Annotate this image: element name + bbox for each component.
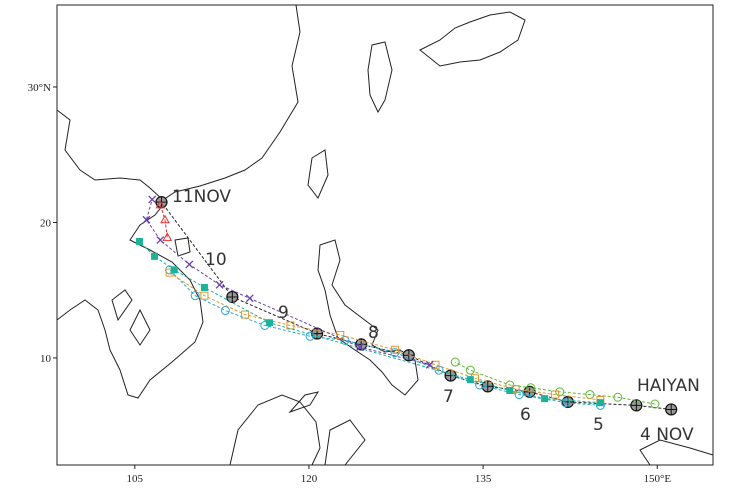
date-label: 10 — [205, 250, 227, 270]
island — [307, 149, 329, 199]
track-point — [241, 310, 250, 319]
y-tick-label: 30°N — [28, 82, 51, 94]
track-point — [215, 280, 224, 289]
track-line — [159, 204, 168, 238]
storm-name: HAIYAN — [637, 376, 700, 396]
track-point — [148, 195, 157, 204]
date-label: 6 — [520, 405, 531, 425]
marker-cross — [445, 370, 457, 382]
island — [367, 41, 393, 114]
island — [174, 237, 191, 257]
track-point — [190, 291, 200, 301]
track-point — [630, 399, 643, 412]
track — [155, 199, 173, 241]
track-point — [466, 376, 474, 384]
track-line — [145, 199, 430, 366]
marker-cross — [482, 380, 494, 392]
track-point — [245, 294, 254, 303]
track-point — [390, 345, 399, 354]
track-point — [650, 399, 660, 409]
island — [324, 419, 366, 466]
track-point — [200, 284, 208, 292]
island — [229, 394, 321, 466]
track — [142, 195, 434, 369]
date-label: 11NOV — [172, 187, 231, 207]
island — [419, 11, 526, 67]
track-point — [665, 403, 678, 416]
y-tick-label: 20 — [40, 217, 52, 229]
track-point — [160, 214, 170, 224]
track-point — [561, 398, 571, 408]
track-line — [455, 361, 656, 405]
track-line — [161, 201, 672, 410]
x-tick-label: 150°E — [643, 473, 671, 485]
labels: HAIYAN 4 NOV 5 6 7 8 9 10 11NOV — [172, 187, 700, 445]
date-label: 7 — [443, 387, 454, 407]
track-point — [444, 369, 457, 382]
track-point — [613, 392, 623, 402]
x-tick-label: 105 — [127, 473, 144, 485]
tracks — [135, 195, 678, 416]
track-point — [151, 252, 159, 260]
track-point — [541, 395, 549, 403]
island — [639, 439, 714, 466]
track-point — [555, 387, 565, 397]
track-point — [431, 360, 440, 369]
date-label: 8 — [368, 323, 379, 343]
track-point — [526, 383, 536, 393]
date-label: 9 — [278, 303, 289, 323]
marker-cross — [630, 399, 642, 411]
track-point — [356, 343, 364, 352]
coastline — [56, 4, 301, 201]
track-point — [170, 266, 178, 274]
track-point — [135, 237, 143, 245]
track-line — [169, 272, 601, 401]
x-tick-label: 135 — [475, 473, 492, 485]
track — [135, 237, 604, 407]
map-frame — [56, 4, 714, 466]
marker-cross — [665, 403, 677, 415]
track-point — [596, 399, 604, 407]
track-point — [155, 199, 166, 209]
track-point — [185, 260, 194, 269]
track-point — [450, 357, 460, 367]
date-label: 4 NOV — [640, 425, 694, 445]
coastline — [111, 289, 151, 346]
track-point — [305, 331, 315, 341]
island — [288, 391, 320, 414]
track-point — [286, 321, 295, 330]
track-point — [475, 380, 485, 390]
track-point — [265, 319, 273, 327]
marker-cross — [226, 291, 238, 303]
date-label: 5 — [593, 415, 604, 435]
island — [317, 239, 419, 396]
track-point — [220, 306, 230, 316]
y-tick-label: 10 — [40, 353, 52, 365]
track-point — [142, 215, 151, 224]
track-point — [336, 330, 345, 339]
track-point — [425, 360, 434, 369]
track-point — [551, 390, 560, 399]
track — [165, 268, 605, 404]
track-point — [162, 232, 173, 241]
track-point — [506, 386, 514, 394]
track-point — [226, 290, 239, 304]
x-tick-label: 120 — [301, 473, 318, 485]
track-point — [156, 236, 165, 245]
track-point — [200, 291, 209, 300]
track-point — [465, 365, 475, 375]
